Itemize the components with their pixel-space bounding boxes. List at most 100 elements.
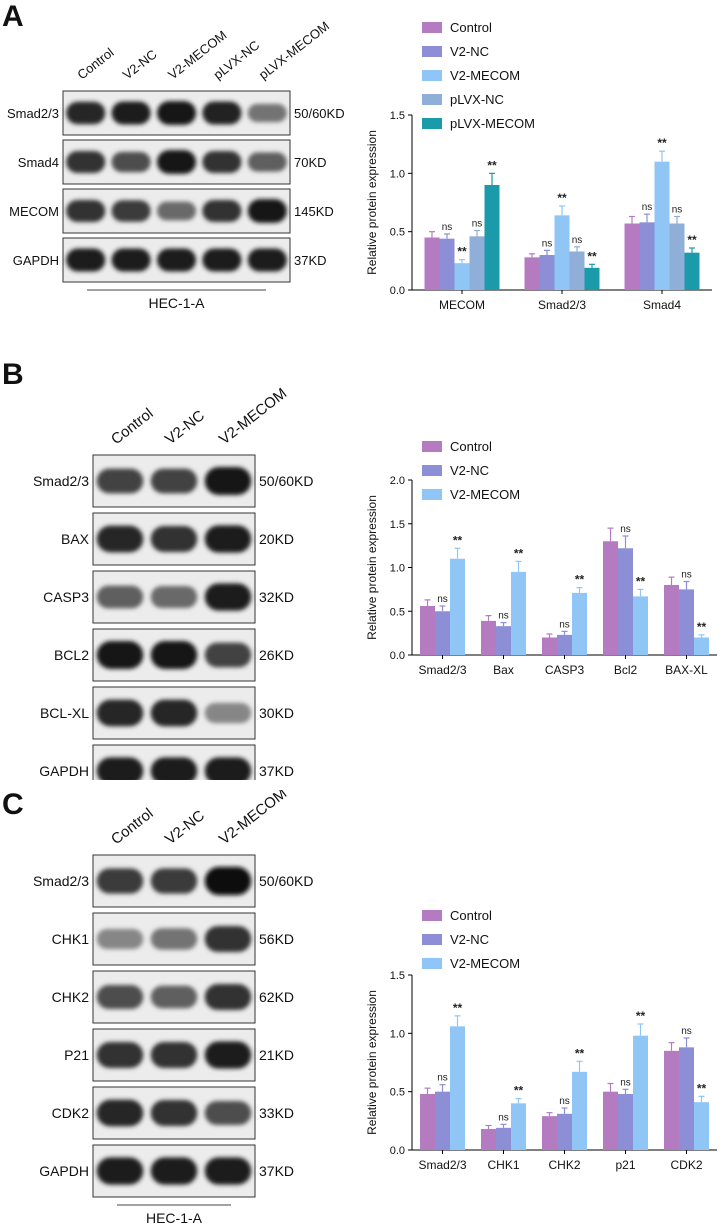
- protein-label: Smad2/3: [7, 106, 59, 121]
- blot-band: [247, 103, 287, 123]
- blot-band: [202, 248, 242, 272]
- x-tick-label: CHK1: [487, 1158, 519, 1172]
- y-tick-label: 1.5: [390, 110, 405, 122]
- blot-band: [204, 1157, 252, 1185]
- blot-band: [247, 199, 287, 223]
- size-label: 70KD: [294, 155, 327, 170]
- bar-control: [542, 1116, 557, 1150]
- x-tick-label: Smad4: [643, 298, 681, 312]
- legend-label: V2-MECOM: [450, 956, 520, 971]
- bar-v2-mecom: [694, 637, 709, 655]
- significance-label: **: [575, 573, 585, 587]
- y-tick-label: 0.0: [390, 285, 405, 297]
- western-blot-a: Control V2-NC V2-MECOMpLVX-NCpLVX-MECOMSma…: [7, 18, 345, 311]
- legend-swatch: [422, 118, 442, 129]
- blot-band: [204, 467, 252, 495]
- legend-swatch: [422, 465, 442, 476]
- blot-band: [150, 641, 198, 669]
- bar-control: [420, 606, 435, 655]
- blot-band: [111, 151, 151, 173]
- legend-label: V2-NC: [450, 932, 489, 947]
- blot-band: [111, 101, 151, 125]
- panel-letter: C: [2, 788, 24, 821]
- protein-label: BCL2: [54, 647, 89, 663]
- cell-line-label: HEC-1-A: [148, 295, 205, 311]
- x-tick-label: Smad2/3: [418, 1158, 466, 1172]
- y-tick-label: 0.0: [390, 650, 405, 662]
- blot-band: [247, 152, 287, 172]
- protein-label: BAX: [61, 531, 90, 547]
- blot-band: [150, 928, 198, 950]
- blot-band: [156, 101, 197, 125]
- lane-label: V2-MECOM: [216, 790, 290, 848]
- lane-label: V2-NC: [162, 407, 208, 448]
- bar-v2-mecom: [572, 1071, 587, 1150]
- bar-control: [603, 541, 618, 655]
- significance-label: ns: [437, 1073, 448, 1084]
- blot-band: [204, 525, 252, 553]
- significance-label: **: [697, 1081, 707, 1095]
- significance-label: **: [557, 191, 567, 205]
- bar-plvx-mecom: [584, 267, 600, 290]
- bar-v2-nc: [618, 548, 633, 655]
- lane-label: pLVX-MECOM: [256, 18, 332, 82]
- significance-label: ns: [642, 202, 653, 213]
- lane-label: V2-NC: [162, 807, 208, 848]
- legend-swatch: [422, 958, 442, 969]
- significance-label: ns: [620, 524, 631, 535]
- significance-label: **: [636, 574, 646, 588]
- western-blot-c: Control V2-NC V2-MECOM Smad2/3 50/60KD CHK1 56…: [33, 790, 314, 1226]
- legend-swatch: [422, 934, 442, 945]
- protein-label: BCL-XL: [40, 705, 89, 721]
- size-label: 26KD: [259, 647, 294, 663]
- bar-v2-nc: [496, 1127, 511, 1150]
- blot-band: [66, 200, 106, 222]
- bar-plvx-nc: [569, 251, 585, 290]
- y-tick-label: 2.0: [390, 475, 405, 487]
- bar-v2-mecom: [633, 1035, 648, 1150]
- lane-label: V2-MECOM: [216, 385, 290, 448]
- y-tick-label: 1.0: [390, 563, 405, 575]
- protein-label: CHK1: [52, 931, 90, 947]
- x-tick-label: p21: [615, 1158, 635, 1172]
- blot-band: [150, 757, 198, 780]
- significance-label: **: [697, 620, 707, 634]
- size-label: 50/60KD: [294, 106, 345, 121]
- panel-letter: A: [2, 0, 24, 33]
- significance-label: ns: [559, 1096, 570, 1107]
- blot-band: [204, 866, 252, 896]
- protein-label: Smad2/3: [33, 473, 89, 489]
- blot-band: [96, 699, 144, 727]
- y-tick-label: 0.5: [390, 606, 405, 618]
- panel-a: A Control V2-NC V2-MECOM pLVX-NC pLVX-MECOM S…: [0, 0, 724, 330]
- bar-chart-b: Control V2-NC V2-MECOM 0.0 0.5 1.0 1.5 2.0 Relat…: [365, 439, 717, 677]
- significance-label: ns: [472, 219, 483, 230]
- x-tick-label: BAX-XL: [665, 663, 708, 677]
- blot-band: [156, 150, 197, 174]
- blot-band: [202, 200, 242, 222]
- y-tick-label: 1.0: [390, 1028, 405, 1040]
- y-axis-label: Relative protein expression: [365, 495, 379, 640]
- bar-v2-mecom: [554, 215, 570, 290]
- size-label: 145KD: [294, 204, 334, 219]
- blot-band: [204, 757, 252, 780]
- significance-label: **: [514, 1084, 524, 1098]
- blot-band: [150, 585, 198, 609]
- x-tick-label: Bcl2: [614, 663, 638, 677]
- y-tick-label: 0.5: [390, 1087, 405, 1099]
- legend-label: V2-MECOM: [450, 68, 520, 83]
- legend-swatch: [422, 94, 442, 105]
- blot-band: [96, 525, 144, 553]
- bar-chart-a: Control V2-NC V2-MECOM pLVX-NC pLVX-MECOM 0.0…: [365, 20, 712, 312]
- protein-label: GAPDH: [13, 253, 59, 268]
- bar-control: [481, 620, 496, 655]
- significance-label: **: [487, 158, 497, 172]
- size-label: 50/60KD: [259, 473, 313, 489]
- blot-band: [96, 1157, 144, 1185]
- blot-band: [150, 1100, 198, 1126]
- blot-band: [66, 151, 106, 173]
- blot-band: [111, 248, 151, 272]
- blot-band: [96, 468, 144, 494]
- significance-label: ns: [672, 205, 683, 216]
- bar-v2-nc: [557, 1113, 572, 1150]
